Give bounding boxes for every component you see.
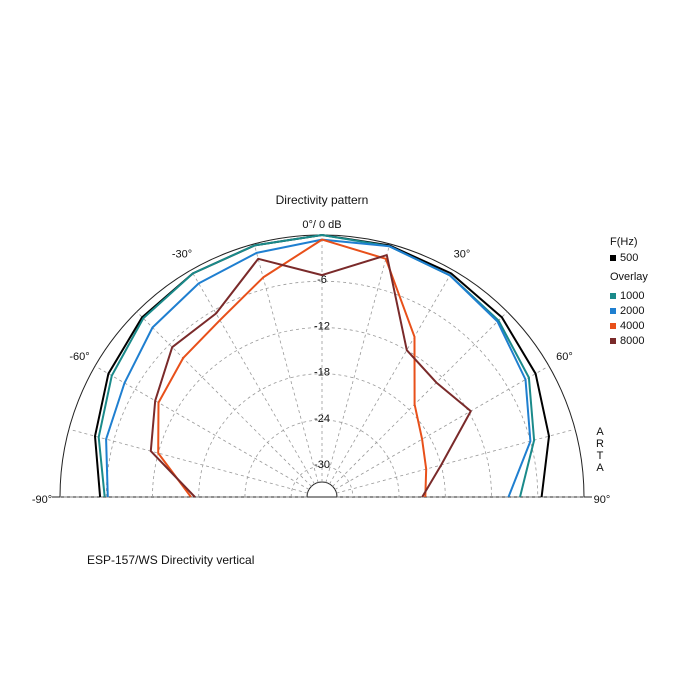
legend-swatch	[610, 308, 616, 314]
angle-tick-label: -60°	[69, 351, 89, 363]
grid-spoke	[334, 365, 550, 490]
grid-ring	[244, 419, 400, 498]
legend-swatch	[610, 323, 616, 329]
radial-tick-label: -18	[314, 367, 330, 379]
grid-ring	[198, 373, 446, 498]
grid-ring	[152, 327, 492, 498]
footnote: ESP-157/WS Directivity vertical	[87, 553, 254, 567]
radial-tick-label: -24	[314, 413, 330, 425]
grid-ring	[105, 280, 539, 498]
minor-spoke	[253, 243, 319, 483]
grid-ring	[290, 465, 354, 498]
legend-label: 4000	[620, 320, 644, 332]
series-line	[97, 234, 536, 498]
legend-title: F(Hz)	[610, 236, 638, 248]
minor-spoke	[332, 311, 508, 487]
angle-tick-label: 30°	[454, 248, 471, 260]
legend-swatch	[610, 255, 616, 261]
series-line	[157, 238, 428, 498]
angle-tick-label: 0°/ 0 dB	[302, 219, 341, 231]
series-line	[149, 254, 472, 498]
inner-ring	[306, 481, 338, 498]
legend-swatch	[610, 293, 616, 299]
legend-overlay: Overlay	[610, 271, 648, 283]
angle-tick-label: 60°	[556, 351, 573, 363]
grid-spoke	[190, 269, 315, 485]
legend-label: 2000	[620, 305, 644, 317]
legend-swatch	[610, 338, 616, 344]
minor-spoke	[136, 311, 312, 487]
angle-tick-label: -30°	[172, 248, 192, 260]
angle-tick-label: 90°	[594, 494, 611, 506]
minor-spoke	[336, 428, 576, 494]
minor-spoke	[68, 428, 308, 494]
legend-label: 1000	[620, 290, 644, 302]
legend-label: 500	[620, 252, 638, 264]
legend-label: 8000	[620, 335, 644, 347]
radial-tick-label: -30	[314, 459, 330, 471]
grid-spoke	[94, 365, 310, 490]
radial-tick-label: -6	[317, 274, 327, 286]
radial-tick-label: -12	[314, 320, 330, 332]
chart-title: Directivity pattern	[276, 193, 369, 207]
angle-tick-label: -90°	[32, 494, 52, 506]
minor-spoke	[325, 243, 391, 483]
grid-spoke	[329, 269, 454, 485]
